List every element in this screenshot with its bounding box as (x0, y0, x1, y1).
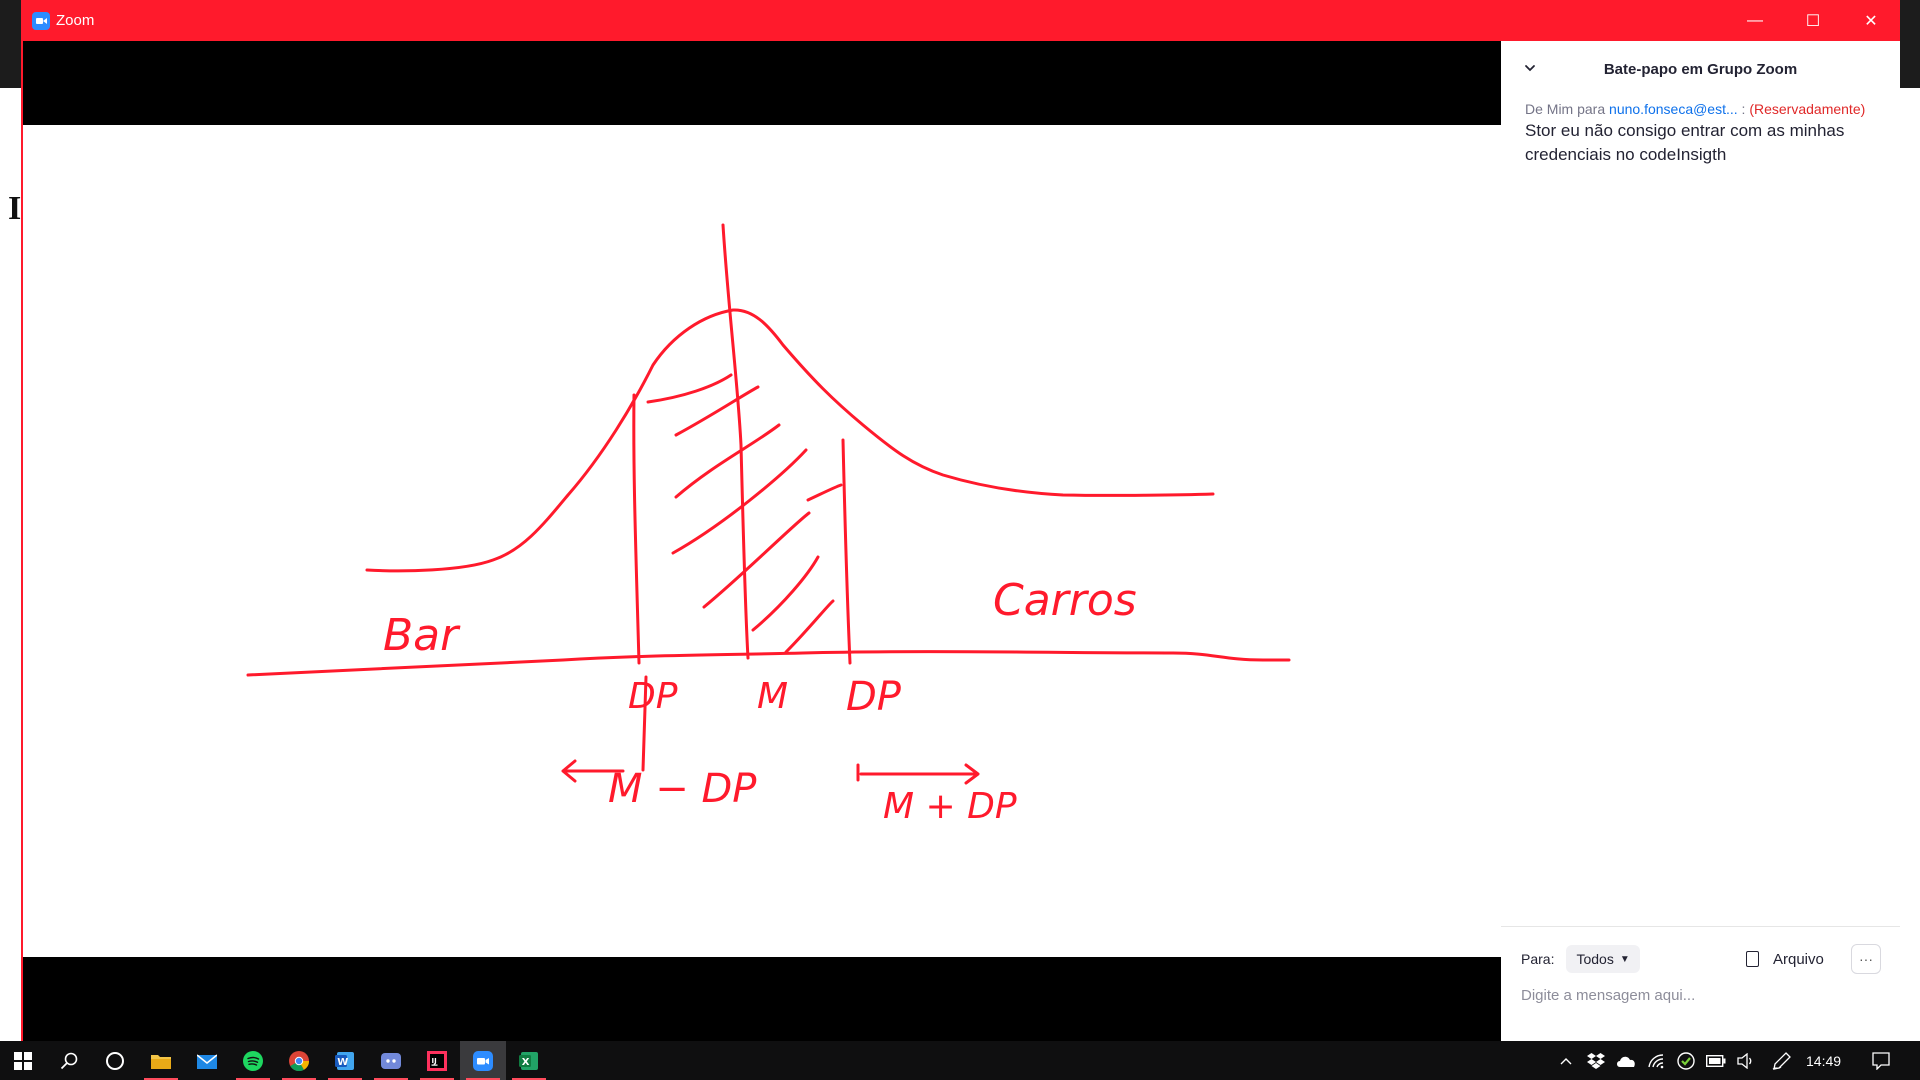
cortana-icon[interactable] (92, 1041, 138, 1080)
label-tick-right: DP (846, 674, 902, 720)
screen-share-area: Bar Carros DP M DP M − DP M + DP (23, 41, 1501, 1041)
message-privacy: (Reservadamente) (1749, 101, 1866, 117)
taskbar: W IJ X 14:49 (0, 1041, 1920, 1080)
left-dp-line (632, 393, 641, 665)
zoom-window: Zoom — ☐ ✕ (21, 0, 1900, 1041)
recipient-select[interactable]: Todos ▼ (1566, 945, 1640, 973)
background-window-text: I (8, 190, 22, 227)
window-controls: — ☐ ✕ (1726, 0, 1900, 41)
search-icon[interactable] (46, 1041, 92, 1080)
whiteboard[interactable]: Bar Carros DP M DP M − DP M + DP (23, 125, 1501, 957)
spotify-icon[interactable] (230, 1041, 276, 1080)
window-title: Zoom (56, 12, 95, 29)
chat-message: De Mim para nuno.fonseca@est... : (Reser… (1525, 101, 1885, 167)
discord-icon[interactable] (368, 1041, 414, 1080)
onedrive-icon[interactable] (1614, 1041, 1638, 1080)
word-icon[interactable]: W (322, 1041, 368, 1080)
svg-text:IJ: IJ (432, 1057, 437, 1065)
hatch-line (674, 385, 760, 437)
message-text: Stor eu não consigo entrar com as minhas… (1525, 121, 1845, 164)
left-arrow (561, 759, 625, 783)
taskbar-clock[interactable]: 14:49 (1806, 1052, 1842, 1069)
chat-title: Bate-papo em Grupo Zoom (1603, 60, 1798, 78)
minimize-button[interactable]: — (1747, 11, 1763, 29)
zoom-icon[interactable] (460, 1041, 506, 1080)
maximize-button[interactable]: ☐ (1805, 12, 1821, 30)
recipient-row: Para: Todos ▼ (1521, 945, 1640, 973)
file-button-label: Arquivo (1773, 950, 1824, 968)
label-left-word: Bar (383, 610, 461, 661)
recipient-select-value: Todos (1576, 951, 1614, 967)
chat-panel: Bate-papo em Grupo Zoom De Mim para nuno… (1501, 41, 1900, 1041)
whiteboard-drawing: Bar Carros DP M DP M − DP M + DP (246, 223, 1291, 827)
label-minus-expr: M − DP (608, 766, 757, 812)
mail-icon[interactable] (184, 1041, 230, 1080)
chat-message-input[interactable] (1521, 987, 1881, 1004)
chevron-down-icon: ▼ (1619, 953, 1630, 965)
right-dp-line (841, 438, 852, 665)
hatch-line (702, 511, 811, 609)
pen-ink-icon[interactable] (1768, 1041, 1796, 1080)
chevron-up-icon[interactable] (1554, 1041, 1578, 1080)
chat-header: Bate-papo em Grupo Zoom (1501, 41, 1900, 97)
wifi-icon[interactable] (1644, 1041, 1668, 1080)
battery-icon[interactable] (1704, 1041, 1728, 1080)
security-check-icon[interactable] (1674, 1041, 1698, 1080)
hatch-line (751, 555, 820, 632)
start-icon[interactable] (0, 1041, 46, 1080)
chat-footer: Para: Todos ▼ Arquivo ··· (1501, 926, 1900, 1041)
label-right-word: Carros (993, 575, 1137, 626)
message-meta: De Mim para nuno.fonseca@est... : (Reser… (1525, 101, 1885, 117)
hatch-line (674, 423, 781, 499)
title-bar[interactable]: Zoom — ☐ ✕ (23, 0, 1900, 41)
label-tick-left: DP (628, 676, 678, 717)
message-recipient[interactable]: nuno.fonseca@est... (1609, 101, 1738, 117)
hatch-line (671, 448, 808, 555)
excel-icon[interactable]: X (506, 1041, 552, 1080)
hatch-line (784, 599, 835, 654)
left-arrow-stem (641, 675, 648, 772)
center-line (721, 223, 750, 660)
message-separator: : (1741, 101, 1746, 117)
hatch-line (646, 373, 733, 404)
bell-curve (365, 308, 1215, 573)
label-plus-expr: M + DP (883, 786, 1017, 827)
file-icon (1746, 951, 1759, 967)
close-button[interactable]: ✕ (1864, 12, 1878, 30)
more-options-button[interactable]: ··· (1851, 944, 1881, 974)
file-button[interactable]: Arquivo (1746, 945, 1824, 973)
background-window: I (0, 88, 22, 1041)
file-explorer-icon[interactable] (138, 1041, 184, 1080)
zoom-app-icon (32, 11, 50, 30)
intellij-icon[interactable]: IJ (414, 1041, 460, 1080)
hatch-line (806, 483, 843, 502)
background-window-right (1899, 88, 1920, 1041)
svg-text:X: X (522, 1057, 530, 1068)
dropbox-icon[interactable] (1584, 1041, 1608, 1080)
volume-icon[interactable] (1734, 1041, 1758, 1080)
svg-text:W: W (337, 1057, 348, 1068)
chrome-icon[interactable] (276, 1041, 322, 1080)
notification-icon[interactable] (1864, 1041, 1898, 1080)
baseline-axis (246, 650, 1291, 677)
right-arrow (856, 763, 980, 785)
chevron-down-icon[interactable] (1523, 61, 1537, 75)
to-label: Para: (1521, 951, 1555, 967)
message-from: De Mim para (1525, 101, 1606, 117)
label-tick-center: M (757, 676, 788, 717)
